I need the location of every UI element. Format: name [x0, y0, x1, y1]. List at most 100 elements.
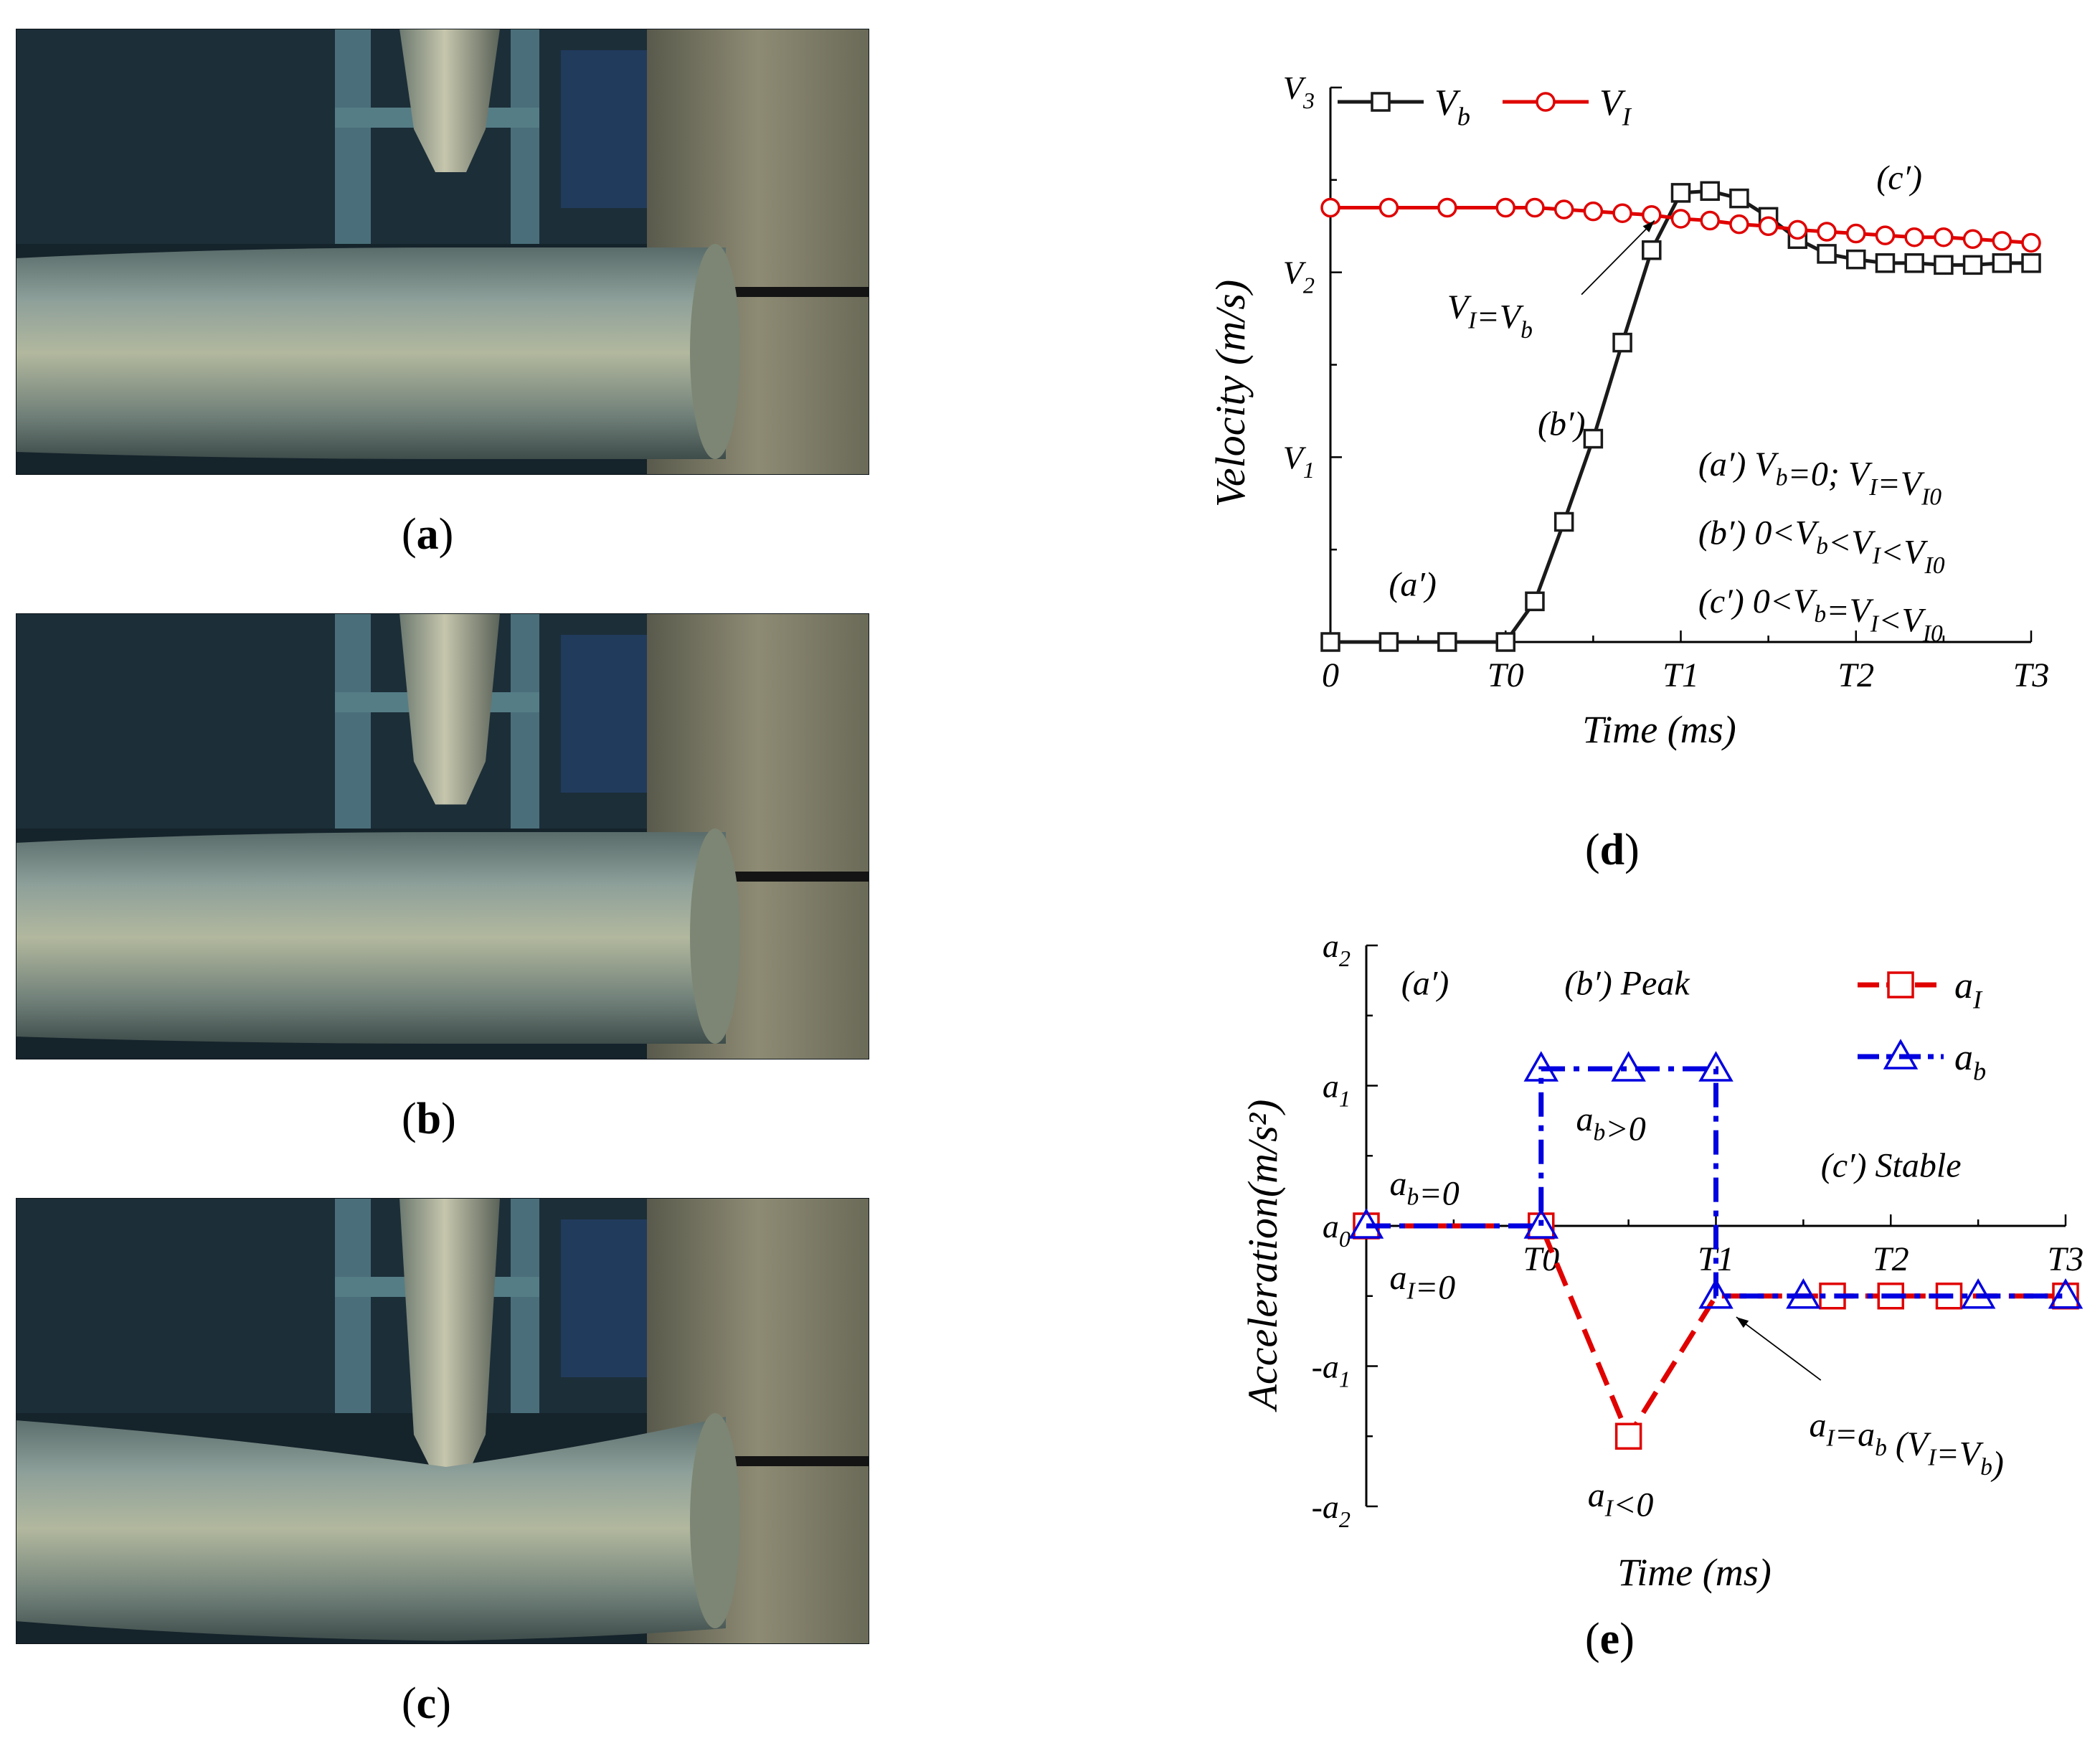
legend-label: VI: [1599, 82, 1632, 131]
data-point: [1583, 201, 1604, 222]
data-point: [1935, 1283, 1963, 1310]
chart-d: V1 V2 V3 0 T0 T1 T2 T3 Time (ms) Velocity (m/s) Vb…: [1207, 70, 2049, 751]
impact-photo-a: [16, 29, 869, 475]
legend-marker: [1883, 1039, 1919, 1070]
annotation: (b′): [1538, 405, 1585, 443]
data-point: [1787, 229, 1808, 250]
data-point: [1525, 591, 1545, 612]
panel-label-d: (d): [1585, 826, 1640, 874]
data-point: [1614, 1422, 1642, 1450]
data-point: [2052, 1283, 2079, 1310]
annotation-arrow: [1581, 220, 1655, 296]
annotation: (b′) 0<Vb<VI<VI0: [1698, 514, 1945, 578]
data-point: [1904, 227, 1924, 247]
impact-photo-b: [16, 613, 869, 1059]
legend-label: Vb: [1434, 82, 1470, 131]
photo-c: [16, 1198, 869, 1644]
y-tick-label: a1: [1323, 1068, 1351, 1112]
data-point: [1700, 181, 1720, 202]
data-point: [1523, 1051, 1559, 1082]
data-point: [1528, 1212, 1555, 1240]
annotation: (a′) Vb=0; VI=VI0: [1698, 445, 1941, 510]
series-aI: [1353, 1212, 2079, 1450]
x-tick-label: T1: [1662, 656, 1699, 694]
series-line: [1330, 205, 2032, 245]
tube-end: [690, 1413, 740, 1628]
photo-b: [16, 613, 869, 1059]
data-point: [1904, 253, 1924, 273]
panel-label-b: (b): [402, 1095, 456, 1143]
indenter-cone: [399, 1198, 500, 1478]
annotation: (b′) Peak: [1564, 964, 1690, 1002]
data-point: [1960, 1278, 1996, 1309]
data-point: [1962, 255, 1983, 275]
arrow-label: VI=Vb: [1447, 288, 1533, 344]
panel-label-a: (a): [402, 510, 454, 559]
annotation: (c′) Stable: [1821, 1147, 1962, 1185]
x-axis-label: Time (ms): [1617, 1551, 1772, 1594]
data-point: [1670, 183, 1691, 203]
indenter-cone: [399, 29, 500, 172]
annotation: (c′) 0<Vb=VI<VI0: [1698, 582, 1943, 647]
data-point: [1378, 197, 1399, 218]
series-line: [1366, 1223, 2066, 1442]
data-point: [1934, 255, 1954, 275]
chart-e: -a2 -a1 a0 a1 a2 T0 T1 T2 T3 Time (ms) Acceleratio…: [1239, 927, 2084, 1594]
annotation: aI=0: [1390, 1259, 1456, 1306]
annotation: (c′): [1876, 159, 1922, 197]
data-point: [1700, 210, 1720, 231]
annotation: aI<0: [1588, 1476, 1654, 1524]
series-line: [1366, 1066, 2066, 1299]
frame-post-right: [511, 29, 539, 244]
photo-a: [16, 29, 869, 475]
legend-entry: Vb: [1338, 82, 1470, 131]
y-tick-label: -a2: [1312, 1488, 1351, 1532]
data-point: [1817, 222, 1837, 242]
x-tick-label: T0: [1523, 1240, 1559, 1278]
annotation: ab=0: [1390, 1165, 1460, 1212]
frame-post-left: [335, 1198, 371, 1413]
data-point: [1992, 253, 2012, 273]
data-point: [1729, 188, 1749, 209]
clamp-gap: [722, 1456, 869, 1466]
data-point: [1786, 1278, 1821, 1309]
data-point: [1612, 203, 1632, 223]
legend-marker: [1887, 971, 1914, 999]
data-point: [1553, 511, 1574, 532]
y-axis-label: Acceleration(m/s²): [1239, 1100, 1286, 1413]
x-tick-label: T0: [1488, 656, 1524, 694]
y-tick-label: -a1: [1312, 1349, 1351, 1392]
data-point: [1353, 1212, 1380, 1240]
legend-entry: VI: [1503, 82, 1632, 131]
y-tick-label: V2: [1283, 255, 1315, 298]
annotation-arrowhead: [1642, 220, 1655, 232]
annotation: (a′): [1389, 566, 1436, 604]
data-point: [1378, 632, 1399, 652]
x-tick-label: T1: [1698, 1240, 1734, 1278]
data-point: [1817, 244, 1837, 264]
tube-end: [690, 244, 740, 459]
y-tick-label: V3: [1283, 70, 1315, 113]
panel-label-c: (c): [402, 1679, 451, 1728]
frame-post-right: [511, 1198, 539, 1413]
steel-tube: [16, 247, 726, 459]
data-point: [1729, 214, 1749, 235]
x-tick-label: T3: [2013, 656, 2050, 694]
data-point: [1320, 197, 1340, 218]
series-VI: [1320, 197, 2041, 253]
y-tick-label: V1: [1283, 439, 1315, 483]
series-ab: [1348, 1051, 2084, 1309]
x-tick-label: T2: [1873, 1240, 1909, 1278]
data-point: [1495, 197, 1515, 218]
data-point: [1583, 428, 1604, 449]
data-point: [1525, 197, 1545, 218]
data-point: [1698, 1051, 1734, 1082]
frame-post-left: [335, 29, 371, 244]
y-axis-label: Velocity (m/s): [1207, 280, 1254, 507]
frame-post-right: [511, 613, 539, 829]
data-point: [1611, 1051, 1646, 1082]
data-point: [2021, 232, 2041, 253]
x-axis-label: Time (ms): [1582, 708, 1736, 751]
y-tick-label: a0: [1323, 1208, 1351, 1252]
data-point: [1495, 632, 1515, 652]
